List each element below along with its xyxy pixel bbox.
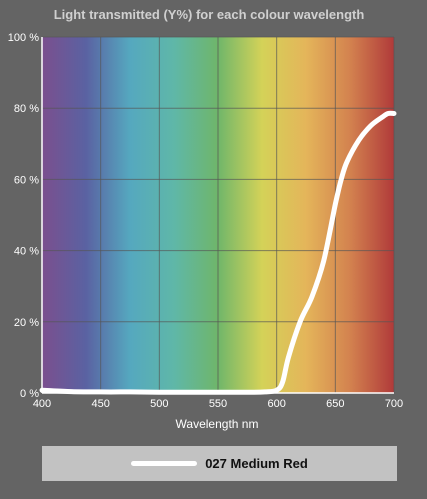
y-tick-label-100: 100 % (8, 32, 39, 44)
legend-line-swatch (131, 461, 198, 466)
x-tick-label-650: 650 (326, 398, 344, 410)
x-tick-label-550: 550 (209, 398, 227, 410)
y-tick-label-80: 80 % (14, 103, 39, 115)
x-axis-label: Wavelength nm (176, 417, 259, 431)
y-tick-label-40: 40 % (14, 246, 39, 258)
y-tick-label-0: 0 % (20, 388, 39, 400)
series-line-027-medium-red (39, 110, 397, 395)
x-tick-label-500: 500 (150, 398, 168, 410)
x-tick-label-400: 400 (33, 398, 51, 410)
legend-label: 027 Medium Red (205, 456, 308, 471)
x-tick-label-700: 700 (385, 398, 403, 410)
y-tick-label-60: 60 % (14, 174, 39, 186)
chart-title: Light transmitted (Y%) for each colour w… (54, 7, 365, 22)
legend: 027 Medium Red (42, 446, 397, 481)
x-tick-label-450: 450 (91, 398, 109, 410)
y-tick-label-20: 20 % (14, 317, 39, 329)
x-tick-label-600: 600 (267, 398, 285, 410)
tick-labels: 400 450 500 550 600 650 700 0 % 20 % 40 % 60 % 80 %… (8, 32, 403, 410)
